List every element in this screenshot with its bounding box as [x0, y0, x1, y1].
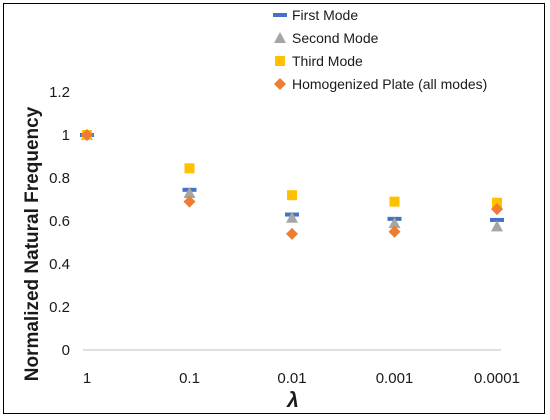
y-tick-label: 1.2 — [49, 84, 70, 101]
x-tick-label: 0.01 — [277, 370, 306, 387]
data-point — [492, 197, 502, 208]
legend-marker — [275, 56, 285, 66]
legend-entry: Second Mode — [292, 30, 379, 46]
data-point — [183, 187, 196, 199]
data-point — [287, 190, 297, 201]
scatter-chart: First Mode Second Mode Third Mode Homogeniz… — [22, 7, 520, 412]
legend: First Mode Second Mode Third Mode Homogeniz… — [273, 7, 487, 92]
y-axis-title: Normalized Natural Frequency — [22, 106, 43, 381]
data-point — [389, 196, 400, 207]
y-tick-label: 0.6 — [49, 213, 70, 230]
legend-marker — [273, 13, 287, 17]
data-point — [491, 203, 503, 216]
data-point — [183, 195, 196, 208]
data-point — [388, 225, 401, 238]
data-point — [388, 217, 401, 229]
legend-entry: Homogenized Plate (all modes) — [292, 76, 487, 92]
data-point — [490, 217, 504, 222]
legend-marker — [274, 78, 286, 90]
data-point — [491, 220, 503, 232]
y-tick-label: 0.4 — [49, 256, 70, 273]
legend-entry: First Mode — [292, 7, 358, 23]
x-tick-label: 1 — [83, 370, 91, 387]
data-point — [286, 227, 298, 240]
chart-frame: First Mode Second Mode Third Mode Homogeniz… — [3, 3, 545, 414]
x-axis-title: λ — [286, 389, 299, 412]
y-tick-label: 1 — [62, 127, 70, 144]
legend-marker — [274, 32, 286, 43]
x-tick-label: 0.1 — [179, 370, 200, 387]
x-tick-label: 0.0001 — [474, 370, 520, 387]
y-tick-label: 0.8 — [49, 170, 70, 187]
data-point — [184, 163, 195, 174]
y-tick-label: 0.2 — [49, 299, 70, 316]
x-tick-label: 0.001 — [376, 370, 414, 387]
plot-area: 0 0.2 0.4 0.6 0.8 1 1.2 1 0.1 0.01 0.001 0.0001 — [49, 84, 520, 387]
data-point — [81, 129, 93, 141]
data-point — [286, 211, 298, 223]
legend-entry: Third Mode — [292, 53, 363, 69]
y-tick-label: 0 — [62, 342, 70, 359]
